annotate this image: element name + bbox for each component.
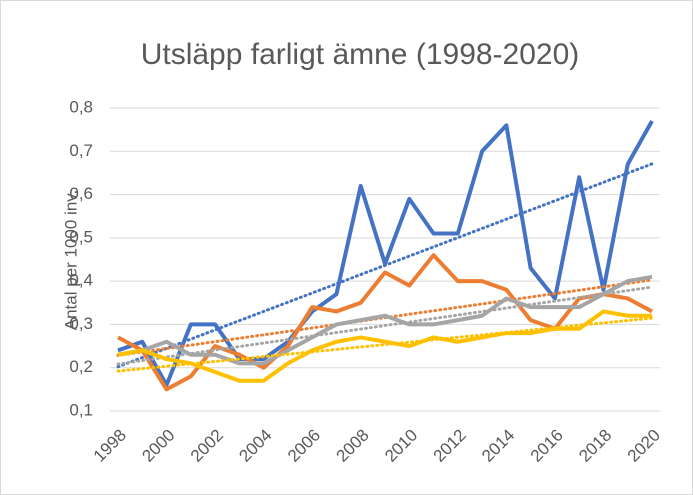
y-tick-label: 0,3	[69, 314, 93, 333]
y-tick-label: 0,6	[69, 184, 93, 203]
y-tick-label: 0,1	[69, 400, 93, 419]
series-line	[117, 309, 652, 383]
y-tick-label: 0,5	[69, 227, 93, 246]
trend-line	[116, 285, 654, 366]
y-tick-label: 0,2	[69, 357, 93, 376]
y-tick-label: 0,8	[69, 97, 93, 116]
y-tick-label: 0,7	[69, 141, 93, 160]
y-tick-label: 0,4	[69, 271, 93, 290]
chart-title: Utsläpp farligt ämne (1998-2020)	[141, 38, 580, 71]
y-axis-label: Antal per 1000 inv.	[61, 190, 80, 331]
series-line	[117, 274, 653, 366]
series-line	[117, 120, 654, 388]
